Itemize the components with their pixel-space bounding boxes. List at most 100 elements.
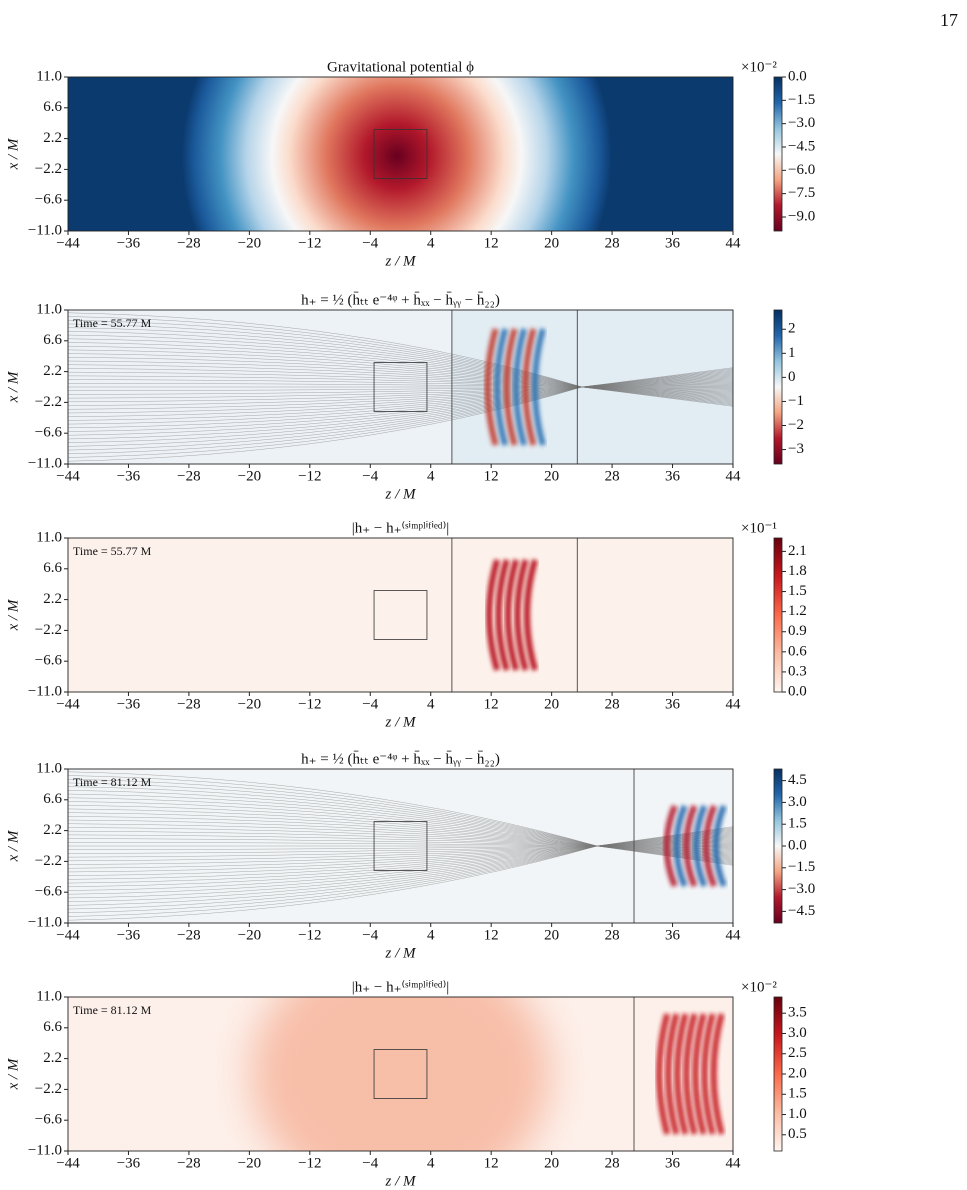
ray xyxy=(68,838,733,876)
ray xyxy=(68,797,733,859)
wave-stripe xyxy=(683,804,698,888)
x-tick-label: 20 xyxy=(544,696,559,712)
wave-stripe xyxy=(693,804,708,888)
region-box xyxy=(373,821,428,871)
x-tick-label: −12 xyxy=(298,1155,321,1171)
ray xyxy=(68,830,733,851)
colorbar-tick-label: −4.5 xyxy=(788,903,815,919)
colorbar-tick-label: −2 xyxy=(788,417,804,433)
axes-frame xyxy=(67,76,734,232)
colorbar-tick-label: 4.5 xyxy=(788,772,807,788)
ray xyxy=(68,829,733,910)
panel-title: h₊ = ½ (h̄ₜₜ e⁻⁴ᵠ + h̄ₓₓ − h̄ᵧᵧ − h̄₂₂) xyxy=(301,292,500,308)
x-tick-label: −12 xyxy=(298,696,321,712)
heatmap xyxy=(68,997,733,1151)
x-tick-label: −4 xyxy=(362,696,378,712)
x-tick-label: −20 xyxy=(238,468,261,484)
ray xyxy=(68,842,733,858)
x-tick-label: −44 xyxy=(56,468,80,484)
colorbar-tick-label: 0.0 xyxy=(788,683,807,699)
x-tick-label: −12 xyxy=(298,927,321,943)
y-tick-label: −6.6 xyxy=(35,1112,63,1128)
colorbar-tick-label: −3 xyxy=(788,441,804,457)
time-annotation: Time = 55.77 M xyxy=(73,316,152,330)
heatmap xyxy=(68,538,733,692)
ray xyxy=(68,832,733,899)
field xyxy=(250,997,551,1151)
colorbar-tick-label: 1.5 xyxy=(788,1086,807,1102)
colorbar-tick-label: −3.0 xyxy=(788,881,815,897)
y-tick-label: −2.2 xyxy=(35,1081,62,1097)
ray xyxy=(68,834,733,850)
y-tick-label: 2.2 xyxy=(43,130,62,146)
colorbar-tick-label: 1 xyxy=(788,345,796,361)
x-tick-label: −20 xyxy=(238,235,261,251)
ray xyxy=(68,833,733,895)
x-axis-label: z / M xyxy=(385,714,418,730)
x-tick-label: 4 xyxy=(427,927,435,943)
y-tick-label: −11.0 xyxy=(28,455,62,471)
wave-stripe xyxy=(703,804,717,888)
y-axis-label: x / M xyxy=(5,598,21,631)
region-box xyxy=(373,1049,428,1099)
x-tick-label: −4 xyxy=(362,235,378,251)
x-tick-label: 28 xyxy=(605,235,620,251)
x-tick-label: −44 xyxy=(56,927,80,943)
colorbar-tick-label: 1.5 xyxy=(788,816,807,832)
ray xyxy=(68,836,733,884)
x-tick-label: −44 xyxy=(56,235,80,251)
wave-stripe xyxy=(701,1013,716,1135)
x-tick-label: −20 xyxy=(238,696,261,712)
y-tick-label: 11.0 xyxy=(36,760,62,776)
x-tick-label: −36 xyxy=(117,235,141,251)
x-tick-label: 12 xyxy=(484,1155,499,1171)
wave-stripe xyxy=(665,1013,680,1135)
wave-stripe xyxy=(663,804,678,888)
colorbar-tick-label: 0.0 xyxy=(788,68,807,84)
wave-stripe xyxy=(674,1013,689,1135)
x-tick-label: 44 xyxy=(726,927,742,943)
ray xyxy=(68,819,733,853)
field xyxy=(68,538,733,692)
ray xyxy=(68,839,733,873)
wave-stripe xyxy=(505,559,519,671)
x-tick-label: 4 xyxy=(427,235,435,251)
x-tick-label: −20 xyxy=(238,1155,261,1171)
colorbar xyxy=(773,309,783,465)
x-tick-label: 28 xyxy=(605,927,620,943)
ray xyxy=(68,816,733,854)
x-tick-label: 36 xyxy=(665,468,681,484)
time-annotation: Time = 55.77 M xyxy=(73,544,152,558)
ray xyxy=(68,837,733,880)
x-tick-label: −28 xyxy=(177,927,200,943)
colorbar-tick-label: 0.0 xyxy=(788,837,807,853)
x-tick-label: −36 xyxy=(117,1155,141,1171)
y-tick-label: 2.2 xyxy=(43,591,62,607)
colorbar-scale: ×10⁻¹ xyxy=(741,520,777,536)
x-tick-label: −28 xyxy=(177,1155,200,1171)
y-axis-label: x / M xyxy=(5,829,21,862)
heatmap xyxy=(68,310,733,464)
x-tick-label: 28 xyxy=(605,696,620,712)
panel-title: |h₊ − h₊⁽ˢⁱᵐᵖˡⁱᶠⁱᵉᵈ⁾| xyxy=(352,979,450,995)
colorbar-tick-label: −1.5 xyxy=(788,92,815,108)
colorbar-tick-label: −3.0 xyxy=(788,115,815,131)
axes-frame xyxy=(67,996,734,1152)
y-axis-label: x / M xyxy=(5,137,21,170)
ray xyxy=(68,826,733,921)
ray xyxy=(68,801,733,858)
x-tick-label: 36 xyxy=(665,696,681,712)
ray xyxy=(68,844,733,850)
x-tick-label: 36 xyxy=(665,1155,681,1171)
region-box xyxy=(373,362,428,412)
y-tick-label: −11.0 xyxy=(28,683,62,699)
colorbar-tick-label: 3.0 xyxy=(788,794,807,810)
colorbar-tick-label: 0.5 xyxy=(788,1126,807,1142)
panel-title: Gravitational potential ϕ xyxy=(327,59,474,75)
colorbar xyxy=(773,537,783,693)
x-tick-label: 20 xyxy=(544,468,559,484)
wave-stripe xyxy=(710,1013,725,1135)
colorbar-tick-label: 3.5 xyxy=(788,1005,807,1021)
y-tick-label: 6.6 xyxy=(43,99,62,115)
